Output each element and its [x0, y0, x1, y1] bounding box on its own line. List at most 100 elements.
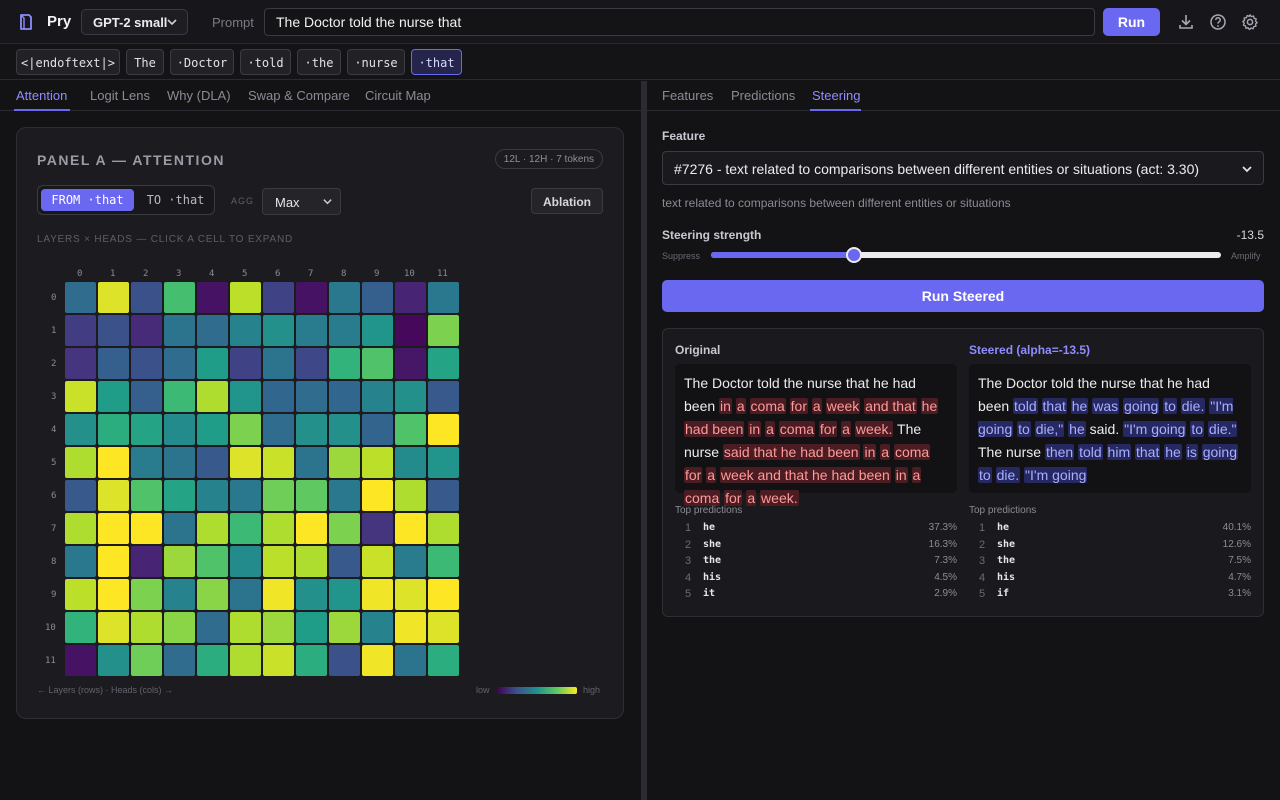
heatmap-cell[interactable] — [329, 381, 360, 412]
heatmap-cell[interactable] — [362, 315, 393, 346]
heatmap-cell[interactable] — [263, 414, 294, 445]
heatmap-cell[interactable] — [428, 546, 459, 577]
token-chip[interactable]: ·Doctor — [170, 49, 234, 75]
heatmap-cell[interactable] — [197, 612, 228, 643]
heatmap-cell[interactable] — [362, 381, 393, 412]
heatmap-cell[interactable] — [362, 513, 393, 544]
heatmap-cell[interactable] — [230, 645, 261, 676]
heatmap-cell[interactable] — [329, 447, 360, 478]
heatmap-cell[interactable] — [263, 315, 294, 346]
heatmap-cell[interactable] — [329, 315, 360, 346]
heatmap-cell[interactable] — [98, 612, 129, 643]
heatmap-cell[interactable] — [395, 348, 426, 379]
heatmap-cell[interactable] — [230, 612, 261, 643]
heatmap-cell[interactable] — [230, 579, 261, 610]
heatmap-cell[interactable] — [428, 348, 459, 379]
heatmap-cell[interactable] — [329, 348, 360, 379]
heatmap-cell[interactable] — [197, 447, 228, 478]
heatmap-cell[interactable] — [263, 579, 294, 610]
panel-resize-handle[interactable] — [641, 81, 647, 800]
model-select[interactable]: GPT-2 small — [81, 9, 188, 35]
heatmap-cell[interactable] — [230, 480, 261, 511]
heatmap-cell[interactable] — [428, 645, 459, 676]
heatmap-cell[interactable] — [296, 513, 327, 544]
heatmap-cell[interactable] — [131, 579, 162, 610]
heatmap-cell[interactable] — [230, 513, 261, 544]
heatmap-cell[interactable] — [131, 381, 162, 412]
heatmap-cell[interactable] — [296, 612, 327, 643]
heatmap-cell[interactable] — [362, 348, 393, 379]
token-chip[interactable]: ·nurse — [347, 49, 405, 75]
heatmap-cell[interactable] — [197, 282, 228, 313]
heatmap-cell[interactable] — [65, 513, 96, 544]
tab-circuit-map[interactable]: Circuit Map — [365, 88, 431, 103]
heatmap-cell[interactable] — [230, 414, 261, 445]
heatmap-cell[interactable] — [362, 447, 393, 478]
heatmap-cell[interactable] — [329, 513, 360, 544]
heatmap-cell[interactable] — [65, 282, 96, 313]
heatmap-cell[interactable] — [263, 480, 294, 511]
heatmap-cell[interactable] — [428, 282, 459, 313]
heatmap-cell[interactable] — [362, 480, 393, 511]
heatmap-cell[interactable] — [296, 447, 327, 478]
heatmap-cell[interactable] — [263, 645, 294, 676]
strength-slider[interactable] — [711, 247, 1221, 263]
token-chip[interactable]: ·the — [297, 49, 341, 75]
heatmap-cell[interactable] — [197, 414, 228, 445]
token-chip[interactable]: ·told — [240, 49, 291, 75]
heatmap-cell[interactable] — [428, 480, 459, 511]
heatmap-cell[interactable] — [395, 315, 426, 346]
heatmap-cell[interactable] — [296, 414, 327, 445]
heatmap-cell[interactable] — [428, 579, 459, 610]
heatmap-cell[interactable] — [230, 381, 261, 412]
heatmap-cell[interactable] — [65, 348, 96, 379]
heatmap-cell[interactable] — [296, 546, 327, 577]
tab-why-dla[interactable]: Why (DLA) — [167, 88, 231, 103]
heatmap-cell[interactable] — [164, 282, 195, 313]
heatmap-cell[interactable] — [131, 282, 162, 313]
heatmap-cell[interactable] — [296, 348, 327, 379]
heatmap-cell[interactable] — [98, 348, 129, 379]
run-steered-button[interactable]: Run Steered — [662, 280, 1264, 312]
heatmap-cell[interactable] — [428, 612, 459, 643]
heatmap-cell[interactable] — [362, 282, 393, 313]
heatmap-cell[interactable] — [65, 381, 96, 412]
heatmap-cell[interactable] — [65, 579, 96, 610]
heatmap-cell[interactable] — [296, 645, 327, 676]
tab-steering[interactable]: Steering — [812, 88, 861, 103]
token-chip[interactable]: <|endoftext|> — [16, 49, 120, 75]
heatmap-cell[interactable] — [362, 612, 393, 643]
heatmap-cell[interactable] — [65, 612, 96, 643]
heatmap-cell[interactable] — [263, 282, 294, 313]
heatmap-cell[interactable] — [164, 414, 195, 445]
heatmap-cell[interactable] — [131, 546, 162, 577]
heatmap-cell[interactable] — [230, 282, 261, 313]
heatmap-cell[interactable] — [263, 447, 294, 478]
tab-features[interactable]: Features — [662, 88, 714, 103]
heatmap-cell[interactable] — [98, 645, 129, 676]
from-toggle-button[interactable]: FROM ·that — [41, 189, 134, 211]
heatmap-cell[interactable] — [362, 579, 393, 610]
heatmap-cell[interactable] — [395, 381, 426, 412]
heatmap-cell[interactable] — [131, 513, 162, 544]
slider-thumb[interactable] — [845, 247, 862, 263]
prompt-input[interactable] — [264, 8, 1095, 36]
heatmap-cell[interactable] — [65, 315, 96, 346]
heatmap-cell[interactable] — [329, 414, 360, 445]
heatmap-cell[interactable] — [131, 315, 162, 346]
heatmap-cell[interactable] — [65, 546, 96, 577]
heatmap-cell[interactable] — [263, 546, 294, 577]
heatmap-cell[interactable] — [98, 315, 129, 346]
heatmap-cell[interactable] — [329, 546, 360, 577]
ablation-button[interactable]: Ablation — [531, 188, 603, 214]
heatmap-cell[interactable] — [395, 282, 426, 313]
tab-attention[interactable]: Attention — [16, 88, 68, 103]
heatmap-cell[interactable] — [197, 315, 228, 346]
heatmap-cell[interactable] — [131, 480, 162, 511]
heatmap-cell[interactable] — [197, 480, 228, 511]
heatmap-cell[interactable] — [263, 381, 294, 412]
tab-swap-compare[interactable]: Swap & Compare — [248, 88, 350, 103]
help-icon[interactable] — [1209, 13, 1227, 31]
heatmap-cell[interactable] — [164, 315, 195, 346]
heatmap-cell[interactable] — [197, 645, 228, 676]
